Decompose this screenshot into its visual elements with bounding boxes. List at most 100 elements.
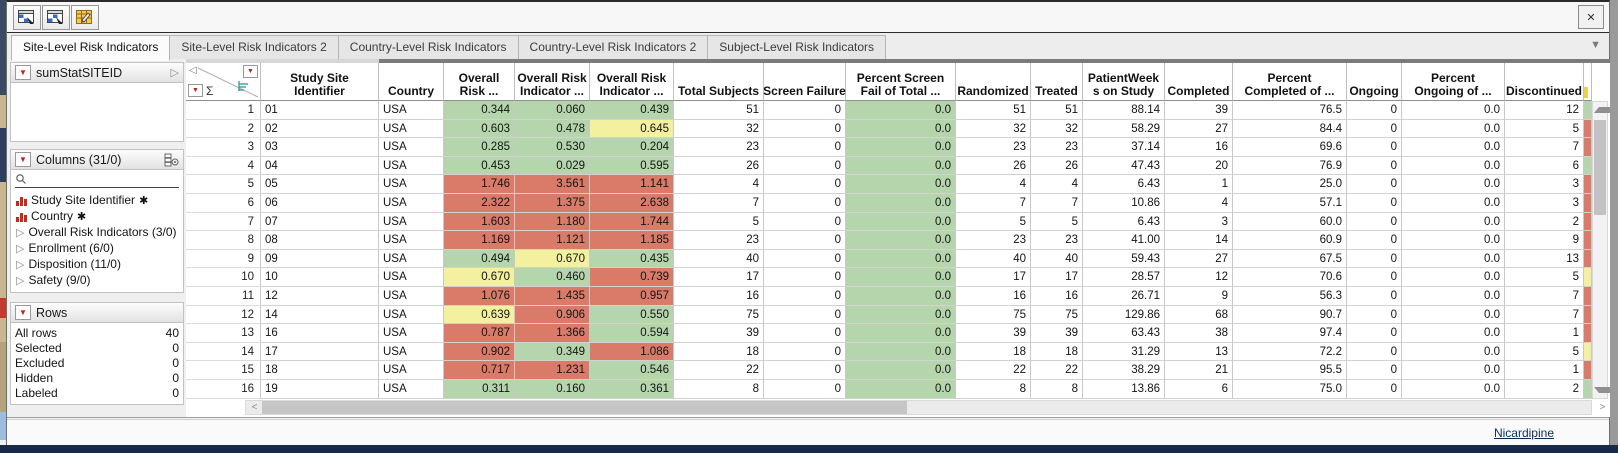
cell-pctong[interactable]: 0.0 <box>1402 119 1505 139</box>
cell-rand[interactable]: 16 <box>956 286 1031 306</box>
close-icon[interactable]: ✕ <box>1578 5 1604 29</box>
cell-pctong[interactable]: 0.0 <box>1402 324 1505 343</box>
cell-pctcomp[interactable]: 60.0 <box>1233 212 1347 232</box>
row-number-cell[interactable]: 14 <box>186 342 261 362</box>
cell-psf[interactable]: 0.0 <box>846 305 956 325</box>
cell-ori2[interactable]: 0.594 <box>590 324 674 343</box>
cell-ong[interactable]: 0 <box>1347 268 1402 287</box>
collapse-left-icon[interactable]: ◁ <box>189 65 197 76</box>
cell-or[interactable]: 2.322 <box>444 193 515 213</box>
chevron-right-icon[interactable]: ▷ <box>170 67 179 79</box>
cell-ong[interactable]: 0 <box>1347 138 1402 157</box>
cell-comp[interactable]: 9 <box>1165 286 1233 306</box>
cell-comp[interactable]: 4 <box>1165 193 1233 213</box>
summation-icon[interactable]: Σ <box>206 84 214 98</box>
risk-indicator-sliver-cell[interactable] <box>1584 286 1592 306</box>
cell-ori1[interactable]: 0.478 <box>515 119 590 139</box>
column-list-item-study-site-identifier[interactable]: Study Site Identifier ✱ <box>11 192 183 208</box>
cell-country[interactable]: USA <box>379 268 444 287</box>
cell-or[interactable]: 0.285 <box>444 138 515 157</box>
data-table-icon[interactable] <box>13 5 41 30</box>
cell-disc[interactable]: 7 <box>1505 305 1584 325</box>
cell-pctong[interactable]: 0.0 <box>1402 231 1505 250</box>
tab-country-level-risk-indicators[interactable]: Country-Level Risk Indicators <box>338 35 519 60</box>
cell-sf[interactable]: 0 <box>764 138 846 157</box>
row-number-cell[interactable]: 11 <box>186 286 261 306</box>
cell-pw[interactable]: 37.14 <box>1083 138 1165 157</box>
column-list-item-overall-risk-indicators-3-0[interactable]: ▷ Overall Risk Indicators (3/0) <box>11 224 183 240</box>
cell-total[interactable]: 7 <box>674 193 764 213</box>
cell-pw[interactable]: 38.29 <box>1083 361 1165 380</box>
cell-country[interactable]: USA <box>379 175 444 194</box>
cell-country[interactable]: USA <box>379 119 444 139</box>
cell-disc[interactable]: 12 <box>1505 101 1584 120</box>
cell-pw[interactable]: 10.86 <box>1083 193 1165 213</box>
cell-or[interactable]: 0.639 <box>444 305 515 325</box>
cell-disc[interactable]: 7 <box>1505 286 1584 306</box>
cell-ong[interactable]: 0 <box>1347 156 1402 176</box>
cell-pctong[interactable]: 0.0 <box>1402 156 1505 176</box>
cell-psf[interactable]: 0.0 <box>846 379 956 399</box>
cell-pctcomp[interactable]: 75.0 <box>1233 379 1347 399</box>
cell-country[interactable]: USA <box>379 361 444 380</box>
cell-pctcomp[interactable]: 67.5 <box>1233 249 1347 269</box>
cell-rand[interactable]: 8 <box>956 379 1031 399</box>
cell-ori2[interactable]: 0.439 <box>590 101 674 120</box>
cell-pctcomp[interactable]: 70.6 <box>1233 268 1347 287</box>
cell-total[interactable]: 17 <box>674 268 764 287</box>
row-number-cell[interactable]: 4 <box>186 156 261 176</box>
column-header-psf[interactable]: Percent Screen Fail of Total ... <box>846 63 956 101</box>
cell-or[interactable]: 0.311 <box>444 379 515 399</box>
tab-subject-level-risk-indicators[interactable]: Subject-Level Risk Indicators <box>708 35 886 60</box>
cell-psf[interactable]: 0.0 <box>846 324 956 343</box>
column-header-rand[interactable]: Randomized <box>956 63 1031 101</box>
cell-psf[interactable]: 0.0 <box>846 175 956 194</box>
cell-pctcomp[interactable]: 90.7 <box>1233 305 1347 325</box>
cell-rand[interactable]: 22 <box>956 361 1031 380</box>
row-number-cell[interactable]: 2 <box>186 119 261 139</box>
cell-or[interactable]: 0.494 <box>444 249 515 269</box>
cell-ori2[interactable]: 0.435 <box>590 249 674 269</box>
column-header-country[interactable]: Country <box>379 63 444 101</box>
cell-ong[interactable]: 0 <box>1347 101 1402 120</box>
columns-red-triangle-icon[interactable]: ▼ <box>243 65 258 78</box>
cell-pw[interactable]: 6.43 <box>1083 175 1165 194</box>
cell-country[interactable]: USA <box>379 156 444 176</box>
cell-site[interactable]: 16 <box>261 324 379 343</box>
column-list-item-country[interactable]: Country ✱ <box>11 208 183 224</box>
grid-corner-cell[interactable]: ◁ ▼ ▼ Σ <box>186 63 261 101</box>
scroll-right-icon[interactable]: > <box>1599 402 1606 413</box>
cell-pw[interactable]: 129.86 <box>1083 305 1165 325</box>
cell-psf[interactable]: 0.0 <box>846 101 956 120</box>
row-number-cell[interactable]: 15 <box>186 361 261 380</box>
cell-ori2[interactable]: 1.086 <box>590 342 674 362</box>
cell-comp[interactable]: 1 <box>1165 175 1233 194</box>
cell-site[interactable]: 17 <box>261 342 379 362</box>
cell-country[interactable]: USA <box>379 212 444 232</box>
cell-pctcomp[interactable]: 25.0 <box>1233 175 1347 194</box>
column-header-pw[interactable]: PatientWeek s on Study <box>1083 63 1165 101</box>
cell-or[interactable]: 0.603 <box>444 119 515 139</box>
cell-country[interactable]: USA <box>379 286 444 306</box>
cell-pctcomp[interactable]: 95.5 <box>1233 361 1347 380</box>
cell-pctong[interactable]: 0.0 <box>1402 379 1505 399</box>
cell-ong[interactable]: 0 <box>1347 361 1402 380</box>
cell-pw[interactable]: 63.43 <box>1083 324 1165 343</box>
cell-disc[interactable]: 5 <box>1505 268 1584 287</box>
cell-disc[interactable]: 9 <box>1505 231 1584 250</box>
cell-total[interactable]: 16 <box>674 286 764 306</box>
cell-country[interactable]: USA <box>379 138 444 157</box>
cell-total[interactable]: 23 <box>674 231 764 250</box>
tab-overflow-icon[interactable]: ▼ <box>1590 39 1601 51</box>
cell-disc[interactable]: 1 <box>1505 324 1584 343</box>
cell-pw[interactable]: 47.43 <box>1083 156 1165 176</box>
cell-pctong[interactable]: 0.0 <box>1402 175 1505 194</box>
cell-pctong[interactable]: 0.0 <box>1402 212 1505 232</box>
column-header-sf[interactable]: Screen Failure <box>763 63 846 101</box>
risk-indicator-sliver-cell[interactable] <box>1584 249 1592 269</box>
cell-comp[interactable]: 3 <box>1165 212 1233 232</box>
cell-rand[interactable]: 23 <box>956 138 1031 157</box>
row-number-cell[interactable]: 5 <box>186 175 261 194</box>
cell-site[interactable]: 09 <box>261 249 379 269</box>
data-table-summary-icon[interactable] <box>42 5 70 30</box>
